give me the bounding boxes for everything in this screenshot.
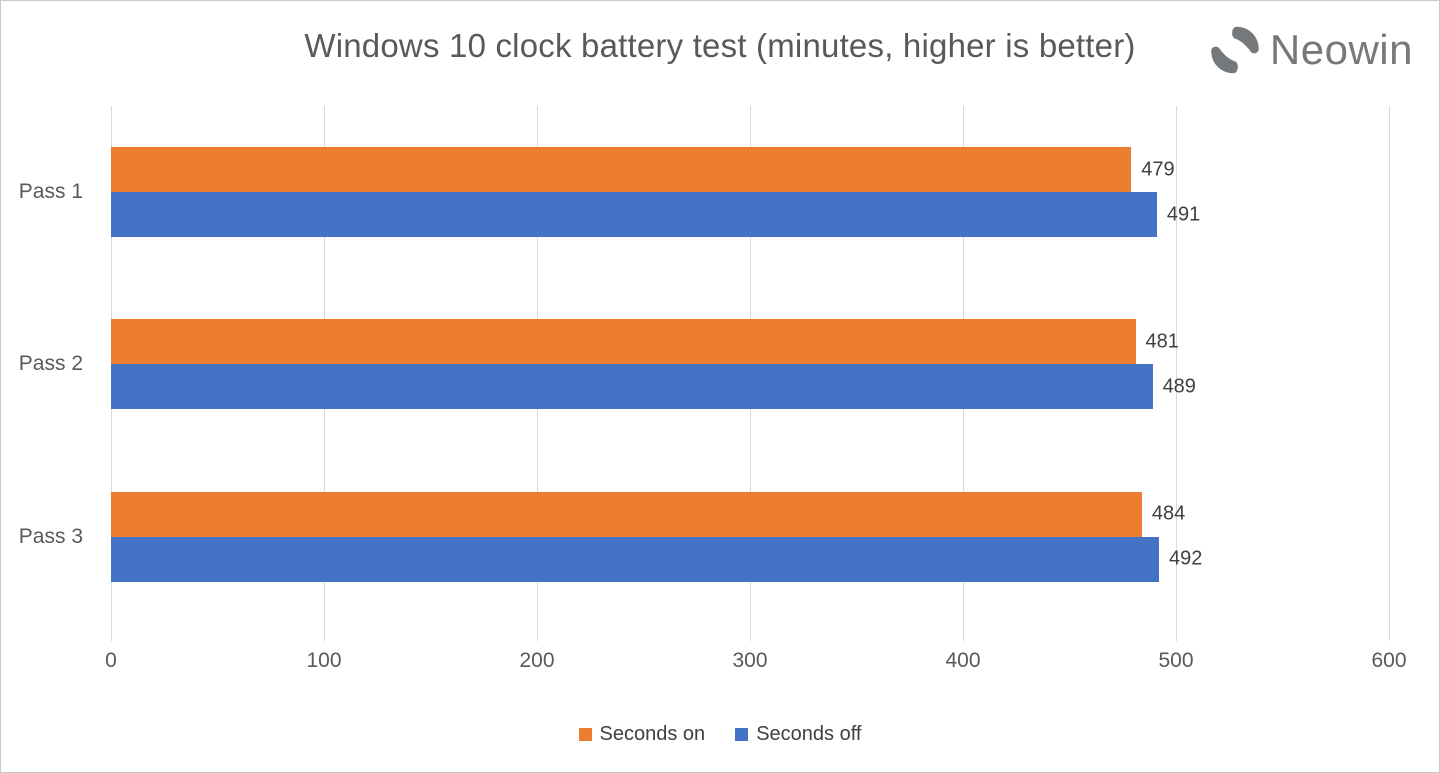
category-axis-labels: Pass 1 Pass 2 Pass 3 [1, 106, 83, 623]
legend-item: Seconds on [578, 723, 706, 746]
bar-seconds-off: 491 [111, 192, 1200, 238]
value-axis-labels: 0 100 200 300 400 500 600 [105, 649, 1406, 677]
value-axis-tick-label: 400 [945, 649, 981, 672]
plot-area: 479 491 481 489 484 492 [111, 106, 1390, 641]
bar-seconds-off: 492 [111, 536, 1202, 582]
legend: Seconds on Seconds off [1, 723, 1439, 746]
bar-seconds-on: 484 [111, 491, 1185, 537]
bar-seconds-off: 489 [111, 364, 1196, 410]
bar-value-label: 492 [1168, 547, 1203, 570]
bar-value-label: 479 [1141, 158, 1175, 181]
category-row: 479 491 [111, 106, 1389, 278]
legend-item: Seconds off [735, 723, 861, 746]
legend-swatch-icon [735, 728, 749, 741]
value-axis-tick-label: 600 [1371, 649, 1407, 672]
chart-title: Windows 10 clock battery test (minutes, … [304, 27, 1136, 64]
legend-label: Seconds off [756, 723, 862, 745]
value-axis-tick-label: 100 [306, 649, 342, 672]
category-label: Pass 3 [18, 524, 83, 548]
bar-seconds-on: 479 [111, 147, 1175, 193]
category-row: 484 492 [111, 451, 1389, 623]
category-label: Pass 2 [18, 352, 83, 376]
value-axis-tick-label: 0 [105, 649, 117, 672]
neowin-swirl-icon [1211, 26, 1259, 74]
bar-value-label: 489 [1162, 375, 1196, 398]
legend-swatch-icon [578, 728, 592, 741]
value-axis-tick-label: 300 [732, 649, 768, 672]
bar-value-label: 491 [1166, 203, 1201, 226]
value-axis-tick-label: 200 [519, 649, 555, 672]
bar-value-label: 481 [1145, 330, 1179, 353]
gridline [1176, 106, 1177, 641]
legend-label: Seconds on [599, 723, 706, 745]
value-axis-tick-label: 500 [1158, 649, 1194, 672]
neowin-logo-text: Neowin [1269, 26, 1413, 73]
category-row: 481 489 [111, 278, 1389, 450]
neowin-logo: Neowin [1208, 23, 1413, 77]
bar-rows: 479 491 481 489 484 492 [111, 106, 1389, 623]
bar-seconds-on: 481 [111, 319, 1179, 365]
gridline [1389, 106, 1390, 641]
bar-value-label: 484 [1151, 502, 1186, 525]
category-label: Pass 1 [18, 180, 83, 204]
